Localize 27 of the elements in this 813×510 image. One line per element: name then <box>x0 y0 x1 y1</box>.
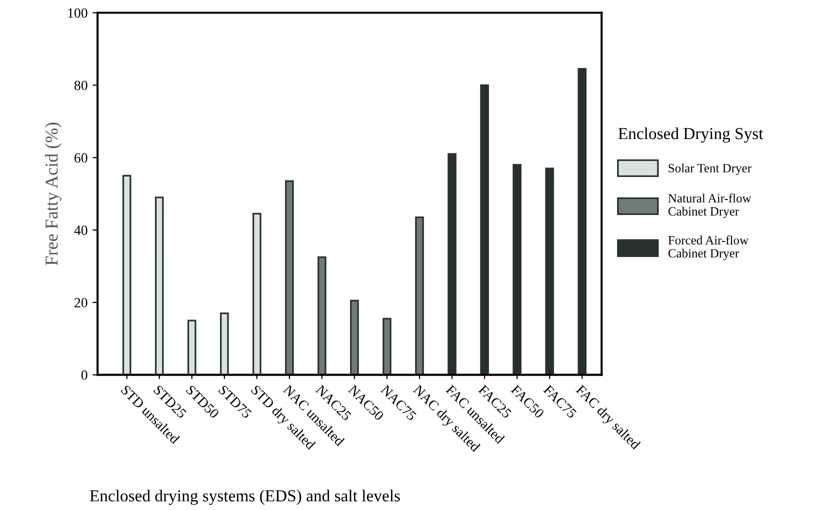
bar <box>545 168 554 375</box>
y-tick-label: 80 <box>74 80 88 90</box>
bar <box>318 256 326 375</box>
y-tick-label: 100 <box>68 8 88 18</box>
y-tick-label: 40 <box>74 226 88 235</box>
legend-label: Solar Tent Dryer <box>668 164 752 175</box>
y-axis-title: Free Fatty Acid (%) <box>45 122 62 266</box>
bar <box>578 68 587 375</box>
bar <box>480 84 489 375</box>
bar <box>220 312 229 375</box>
bar <box>448 153 456 375</box>
y-tick-label: 60 <box>74 153 88 163</box>
bar <box>382 318 392 375</box>
bar <box>512 164 522 375</box>
bar <box>154 196 164 375</box>
bar <box>252 212 262 375</box>
bar <box>415 216 424 375</box>
x-axis-title: Enclosed drying systems (EDS) and salt levels <box>90 490 400 505</box>
legend-title: Enclosed Drying Syst <box>618 127 764 143</box>
bar <box>285 180 294 375</box>
legend-label: Forced Air-flow Cabinet Dryer <box>668 236 748 260</box>
bar <box>122 174 132 375</box>
y-tick-label: 20 <box>74 298 88 308</box>
y-tick-label: 0 <box>81 370 88 380</box>
legend-label: Natural Air-flow Cabinet Dryer <box>668 194 752 218</box>
bar <box>187 320 196 375</box>
bar <box>350 300 359 375</box>
